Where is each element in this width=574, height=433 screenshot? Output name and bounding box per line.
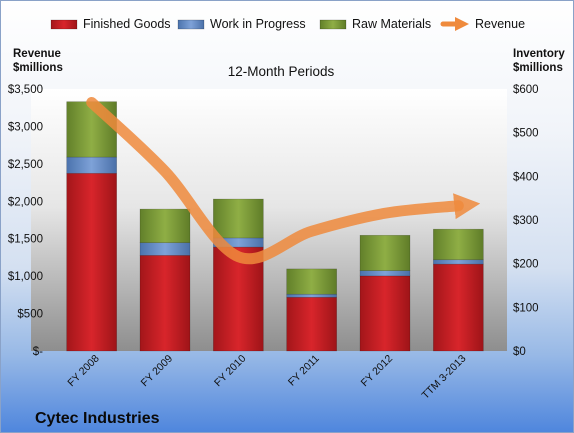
revenue-line-group: [86, 96, 481, 265]
category-label-fy-2008: FY 2008: [65, 353, 102, 390]
bar-finished-goods-ttm-3-2013: [433, 263, 484, 352]
right-tick-label: $100: [513, 302, 539, 314]
left-tick-label: $1,500: [8, 234, 43, 246]
bar-raw-materials-fy-2010: [213, 198, 264, 239]
right-axis-ticks: $0 $100 $200 $300 $400 $500 $600: [513, 84, 539, 358]
right-axis-title-line1: Inventory: [513, 48, 565, 60]
revenue-line: [86, 96, 481, 265]
bar-work-in-progress-fy-2009: [139, 242, 191, 256]
right-axis-title: Inventory $millions: [513, 48, 565, 74]
right-tick-label: $600: [513, 84, 539, 96]
right-tick-label: $400: [513, 171, 539, 183]
bar-raw-materials-fy-2012: [359, 234, 411, 271]
bar-finished-goods-fy-2012: [359, 275, 411, 352]
legend-label-raw-materials: Raw Materials: [352, 17, 431, 31]
legend-label-finished-goods: Finished Goods: [83, 17, 171, 31]
bar-finished-goods-fy-2011: [286, 296, 337, 352]
bar-finished-goods-fy-2009: [139, 255, 191, 352]
bar-raw-materials-fy-2009: [139, 208, 191, 244]
legend-arrow-revenue: [455, 17, 469, 31]
left-tick-label: $1,000: [8, 271, 43, 283]
right-tick-label: $200: [513, 259, 539, 271]
left-tick-label: $2,500: [8, 159, 43, 171]
category-labels: FY 2008 FY 2009 FY 2010 FY 2011 FY 2012 TTM 3…: [65, 353, 468, 402]
category-label-fy-2009: FY 2009: [139, 353, 176, 390]
company-name: Cytec Industries: [35, 410, 160, 427]
category-label-ttm-3-2013: TTM 3-2013: [420, 353, 469, 402]
left-axis-title-line1: Revenue: [13, 48, 61, 60]
bars: [66, 101, 484, 352]
left-axis-title: Revenue $millions: [13, 48, 63, 74]
legend-swatch-work-in-progress: [177, 19, 205, 30]
left-axis-ticks: $- $500 $1,000 $1,500 $2,000 $2,500 $3,000 $3,5…: [8, 84, 43, 358]
left-tick-label: $3,500: [8, 84, 43, 96]
left-tick-label: $2,000: [8, 196, 43, 208]
right-tick-label: $300: [513, 215, 539, 227]
bar-work-in-progress-fy-2011: [286, 293, 337, 298]
right-tick-label: $500: [513, 128, 539, 140]
legend: Finished Goods Work in Progress Raw Materi…: [50, 17, 525, 31]
category-label-fy-2010: FY 2010: [212, 353, 249, 390]
bar-raw-materials-fy-2011: [286, 268, 337, 295]
bar-work-in-progress-fy-2008: [66, 156, 117, 174]
left-axis-title-line2: $millions: [13, 62, 63, 74]
right-tick-label: $0: [513, 346, 526, 358]
category-label-fy-2011: FY 2011: [286, 353, 322, 389]
bar-finished-goods-fy-2008: [66, 172, 117, 352]
chart-subtitle: 12-Month Periods: [228, 64, 335, 79]
bar-work-in-progress-ttm-3-2013: [433, 259, 484, 265]
category-label-fy-2012: FY 2012: [359, 353, 396, 390]
bar-raw-materials-ttm-3-2013: [433, 228, 484, 261]
legend-swatch-raw-materials: [319, 19, 347, 30]
legend-label-revenue: Revenue: [475, 17, 525, 31]
legend-swatch-finished-goods: [50, 19, 78, 30]
left-tick-label: $500: [17, 309, 43, 321]
bar-finished-goods-fy-2010: [213, 246, 264, 352]
left-tick-label: $3,000: [8, 121, 43, 133]
legend-label-work-in-progress: Work in Progress: [210, 17, 306, 31]
bar-raw-materials-fy-2008: [66, 101, 117, 158]
left-tick-label: $-: [33, 346, 43, 358]
right-axis-title-line2: $millions: [513, 62, 563, 74]
bar-work-in-progress-fy-2012: [359, 270, 411, 277]
